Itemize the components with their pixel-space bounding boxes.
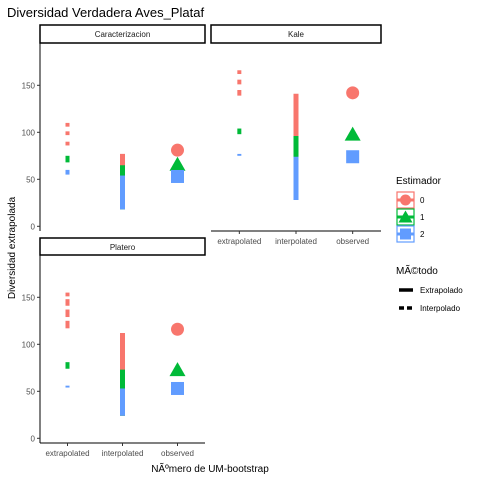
y-tick-label-platero-0: 0 xyxy=(31,434,36,443)
x-tick-label-platero-interpolated: interpolated xyxy=(102,449,144,458)
y-tick-label-caracterizacion-150: 150 xyxy=(22,81,36,90)
y-tick-label-caracterizacion-100: 100 xyxy=(22,128,36,137)
observed-point-platero-q2 xyxy=(171,382,184,395)
x-tick-label-kale-observed: observed xyxy=(336,237,369,246)
observed-point-kale-q1 xyxy=(345,127,361,141)
observed-point-kale-q2 xyxy=(346,150,359,163)
strip-label-caracterizacion: Caracterizacion xyxy=(95,30,151,39)
x-tick-label-platero-extrapolated: extrapolated xyxy=(45,449,89,458)
strip-label-kale: Kale xyxy=(288,30,305,39)
legend-estimador: Estimador 0 1 2 xyxy=(396,176,442,242)
observed-point-platero-q1 xyxy=(170,362,186,376)
panel-platero: Platero 0 50 100 150 extrapolated interpolate… xyxy=(22,238,205,458)
panel-kale: Kale extrapolated interpolated observed xyxy=(211,25,381,246)
x-axis-title: NÃºmero de UM-bootstrap xyxy=(151,462,269,475)
panel-caracterizacion: Caracterizacion 0 50 100 150 xyxy=(22,25,205,231)
y-tick-label-caracterizacion-50: 50 xyxy=(26,175,35,184)
legend-estimador-title: Estimador xyxy=(396,176,442,187)
legend-label-extrapolado: Extrapolado xyxy=(420,286,463,295)
y-axis-title: Diversidad extrapolada xyxy=(7,196,18,299)
observed-point-kale-q0 xyxy=(346,86,359,99)
legend-key-shape-0 xyxy=(400,195,411,206)
x-tick-label-platero-observed: observed xyxy=(161,449,194,458)
y-tick-label-platero-150: 150 xyxy=(22,293,36,302)
legend-metodo-title: MÃ©todo xyxy=(396,264,438,277)
legend-label-estimador-2: 2 xyxy=(420,230,425,239)
legend-key-shape-2 xyxy=(400,229,411,240)
legend-label-estimador-0: 0 xyxy=(420,196,425,205)
plot-area-kale: extrapolated interpolated observed xyxy=(211,70,381,246)
observed-point-caracterizacion-q0 xyxy=(171,144,184,157)
plot-area-caracterizacion: 0 50 100 150 xyxy=(22,43,186,231)
observed-point-caracterizacion-q1 xyxy=(170,157,186,171)
x-tick-label-kale-interpolated: interpolated xyxy=(275,237,317,246)
y-tick-label-caracterizacion-0: 0 xyxy=(31,222,36,231)
observed-point-platero-q0 xyxy=(171,323,184,336)
chart-title: Diversidad Verdadera Aves_Plataf xyxy=(7,5,204,20)
legend-label-interpolado: Interpolado xyxy=(420,304,461,313)
legend-metodo: MÃ©todo Extrapolado Interpolado xyxy=(396,264,463,313)
plot-area-platero: 0 50 100 150 extrapolated interpolated observe… xyxy=(22,255,205,458)
x-tick-label-kale-extrapolated: extrapolated xyxy=(217,237,261,246)
y-tick-label-platero-100: 100 xyxy=(22,340,36,349)
strip-label-platero: Platero xyxy=(110,243,136,252)
observed-point-caracterizacion-q2 xyxy=(171,170,184,183)
legend-label-estimador-1: 1 xyxy=(420,213,425,222)
y-tick-label-platero-50: 50 xyxy=(26,387,35,396)
